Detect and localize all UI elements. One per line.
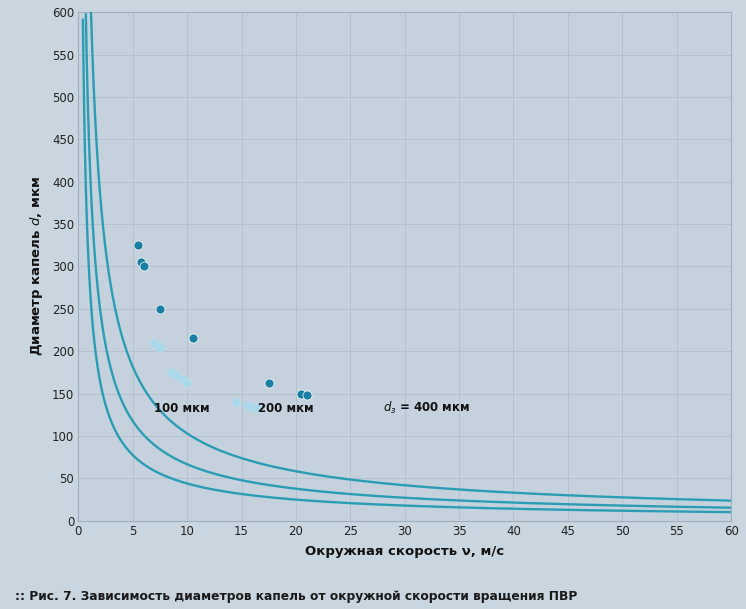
- Y-axis label: Диаметр капель $\mathit{d}$, мкм: Диаметр капель $\mathit{d}$, мкм: [28, 177, 45, 356]
- X-axis label: Окружная скорость ν, м/с: Окружная скорость ν, м/с: [305, 545, 504, 558]
- Text: 200 мкм: 200 мкм: [258, 402, 313, 415]
- Text: :: Рис. 7. Зависимость диаметров капель от окружной скорости вращения ПВР: :: Рис. 7. Зависимость диаметров капель …: [15, 590, 577, 603]
- Text: 100 мкм: 100 мкм: [154, 402, 210, 415]
- Text: $\mathit{d}$$_з$ = 400 мкм: $\mathit{d}$$_з$ = 400 мкм: [383, 400, 470, 417]
